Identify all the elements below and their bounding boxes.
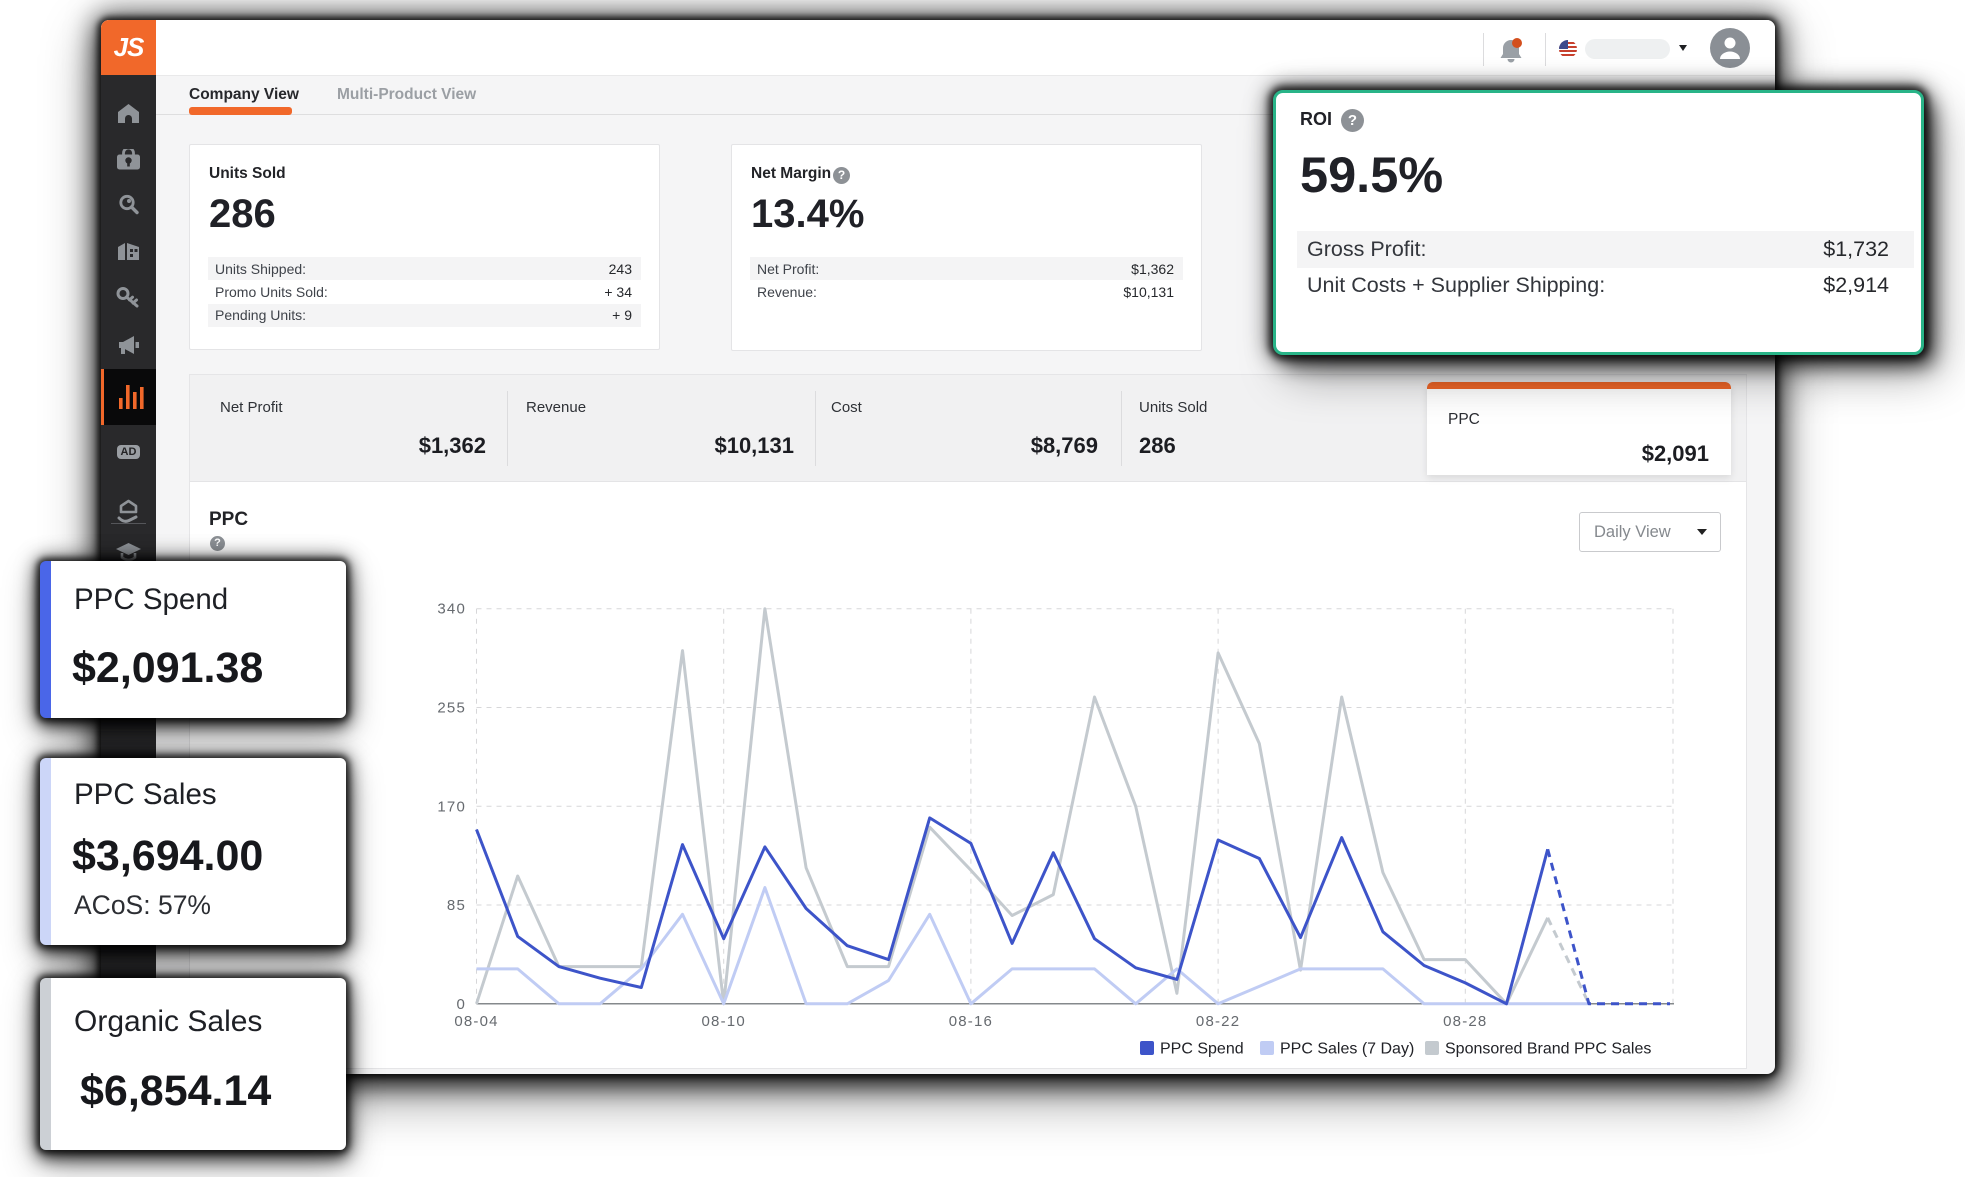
svg-text:170: 170 [437, 798, 466, 815]
svg-text:Sponsored Brand PPC Sales: Sponsored Brand PPC Sales [1445, 1041, 1651, 1058]
svg-text:08-16: 08-16 [949, 1013, 993, 1030]
svg-text:85: 85 [447, 897, 466, 914]
svg-text:08-04: 08-04 [454, 1013, 498, 1030]
svg-text:340: 340 [437, 601, 466, 618]
svg-text:08-28: 08-28 [1443, 1013, 1487, 1030]
svg-text:PPC Spend: PPC Spend [1160, 1041, 1244, 1058]
svg-text:0: 0 [456, 996, 466, 1013]
svg-text:08-22: 08-22 [1196, 1013, 1240, 1030]
svg-text:PPC Sales (7 Day): PPC Sales (7 Day) [1280, 1041, 1414, 1058]
svg-text:08-10: 08-10 [702, 1013, 746, 1030]
svg-text:255: 255 [437, 700, 466, 717]
